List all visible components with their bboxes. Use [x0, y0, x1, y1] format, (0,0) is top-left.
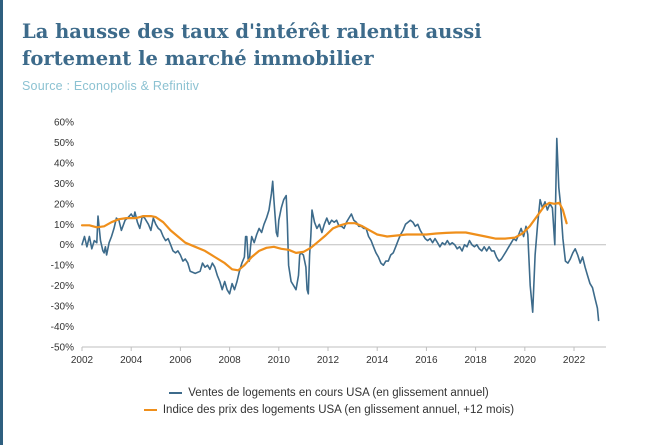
- y-tick-label: 40%: [54, 158, 74, 169]
- x-tick-label: 2010: [268, 355, 291, 366]
- y-tick-label: -40%: [51, 322, 74, 333]
- y-tick-label: 20%: [54, 199, 74, 210]
- x-tick-label: 2012: [317, 355, 340, 366]
- y-tick-label: 30%: [54, 179, 74, 190]
- y-tick-label: -20%: [51, 281, 74, 292]
- x-tick-label: 2004: [120, 355, 143, 366]
- legend-label-prices: Indice des prix des logements USA (en gl…: [162, 403, 515, 416]
- chart-title-line-1: La hausse des taux d'intérêt ralentit au…: [22, 20, 482, 43]
- chart-title-line-2: fortement le marché immobilier: [22, 47, 374, 70]
- chart-legend: Ventes de logements en cours USA (en gli…: [0, 384, 658, 418]
- left-accent-rule: [0, 0, 3, 445]
- x-tick-label: 2016: [415, 355, 438, 366]
- sales-series-line: [81, 137, 600, 322]
- legend-swatch-prices: [143, 408, 157, 411]
- x-tick-label: 2002: [71, 355, 94, 366]
- y-tick-label: -50%: [51, 343, 74, 354]
- x-tick-label: 2014: [366, 355, 389, 366]
- x-tick-label: 2022: [563, 355, 586, 366]
- line-chart: 60% 50% 40% 30% 20% 10% 0% -10% -20% -30% -40% -50%…: [51, 118, 606, 366]
- x-tick-label: 2008: [218, 355, 241, 366]
- chart-axes: 60% 50% 40% 30% 20% 10% 0% -10% -20% -30% -40% -50%…: [51, 118, 606, 366]
- chart-series-layer: [80, 137, 600, 322]
- legend-label-sales: Ventes de logements en cours USA (en gli…: [188, 386, 489, 399]
- legend-swatch-sales: [169, 391, 183, 394]
- y-tick-label: 50%: [54, 138, 74, 149]
- x-tick-label: 2020: [514, 355, 537, 366]
- legend-entry-sales: Ventes de logements en cours USA (en gli…: [0, 384, 658, 401]
- x-tick-label: 2018: [464, 355, 487, 366]
- y-tick-label: -30%: [51, 302, 74, 313]
- legend-entry-prices: Indice des prix des logements USA (en gl…: [0, 401, 658, 418]
- source-note: Source : Econopolis & Refinitiv: [22, 79, 200, 93]
- y-tick-label: -10%: [51, 261, 74, 272]
- price-index-series-line: [80, 201, 568, 272]
- chart-title: La hausse des taux d'intérêt ralentit au…: [22, 18, 632, 72]
- y-tick-label: 0%: [60, 240, 75, 251]
- y-tick-label: 10%: [54, 220, 74, 231]
- x-tick-label: 2006: [169, 355, 192, 366]
- y-tick-label: 60%: [54, 118, 74, 129]
